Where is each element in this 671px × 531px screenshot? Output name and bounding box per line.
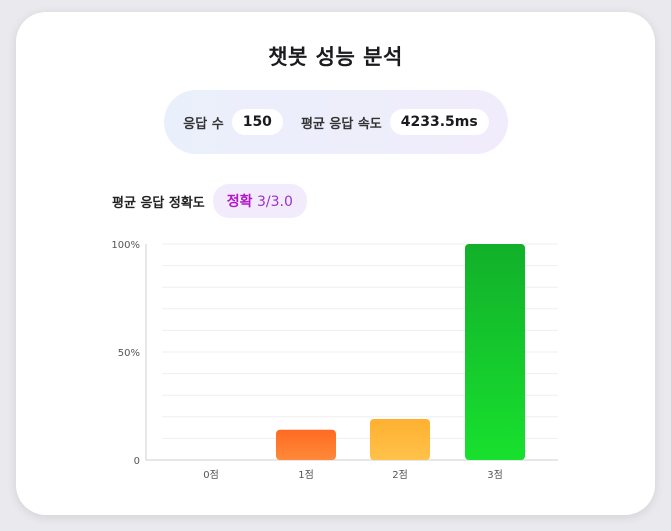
bar-3점 <box>465 244 525 460</box>
responses-label: 응답 수 <box>183 116 224 132</box>
speed-value: 4233.5ms <box>389 109 489 135</box>
bar-2점 <box>370 418 430 460</box>
accuracy-label: 평균 응답 정확도 <box>112 195 205 211</box>
accuracy-word: 정확 <box>226 194 253 210</box>
x-tick-label: 3점 <box>487 469 503 481</box>
x-tick-label: 2점 <box>392 469 408 481</box>
stats-bar: 응답 수 150 평균 응답 속도 4233.5ms <box>164 90 508 154</box>
x-tick-label: 1점 <box>298 469 314 481</box>
y-tick-label: 50% <box>118 348 140 359</box>
accuracy-row: 평균 응답 정확도 정확 3/3.0 <box>112 184 307 218</box>
responses-value: 150 <box>231 109 283 135</box>
x-tick-label: 0점 <box>203 469 219 481</box>
accuracy-score: 3/3.0 <box>257 194 293 210</box>
analysis-card: 챗봇 성능 분석 응답 수 150 평균 응답 속도 4233.5ms 평균 응… <box>16 12 655 515</box>
accuracy-badge: 정확 3/3.0 <box>212 184 307 218</box>
speed-label: 평균 응답 속도 <box>300 116 382 132</box>
page-title: 챗봇 성능 분석 <box>268 45 403 69</box>
bar-1점 <box>276 429 336 460</box>
y-tick-label: 100% <box>111 240 140 251</box>
y-tick-label: 0 <box>134 456 140 467</box>
